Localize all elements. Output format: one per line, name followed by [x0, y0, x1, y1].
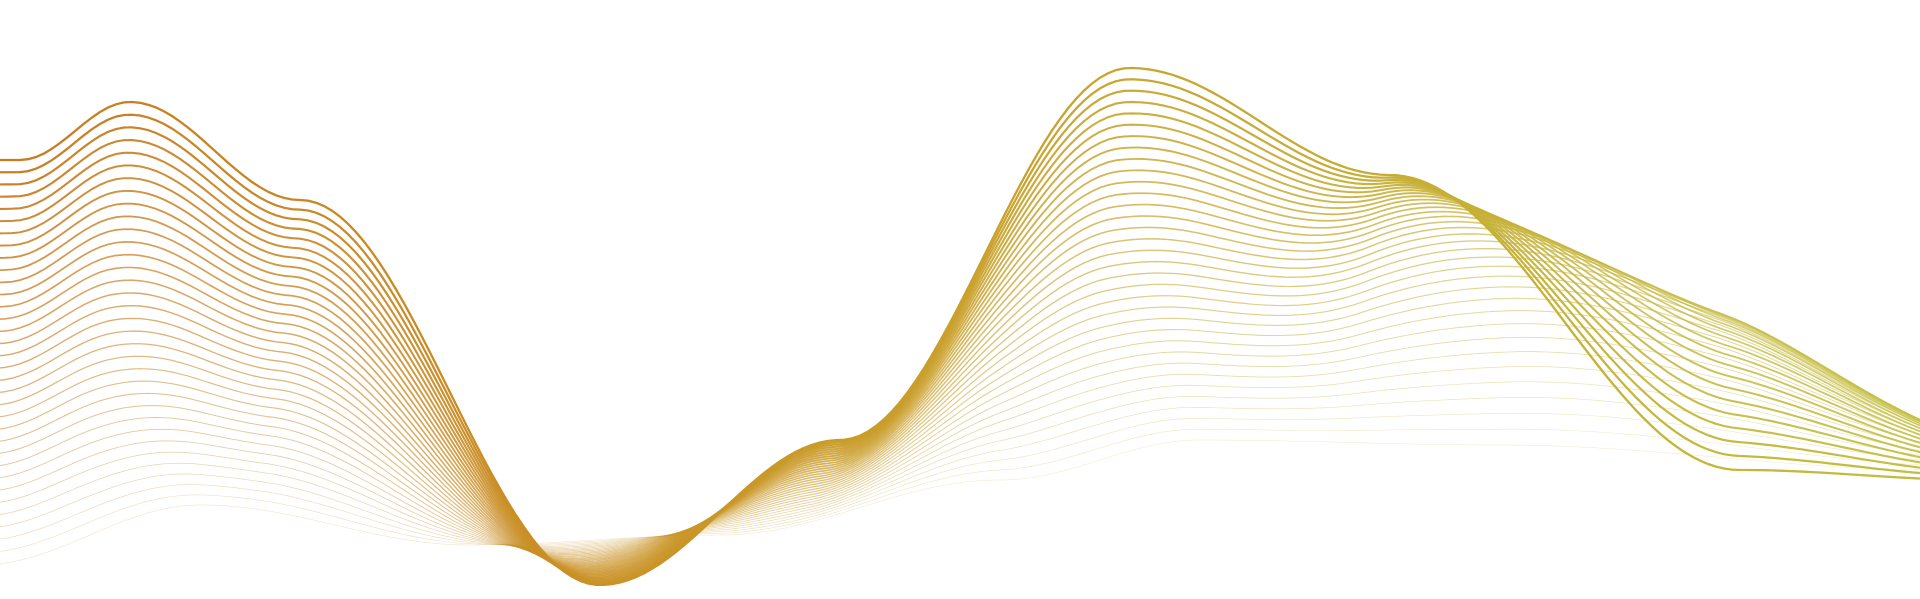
wave-line: [0, 412, 1920, 546]
wave-line: [0, 157, 1920, 576]
wave-line: [0, 203, 1920, 570]
wave-line: [0, 297, 1920, 556]
wave-line: [0, 397, 1920, 547]
wave-line: [0, 146, 1920, 577]
wave-line: [0, 66, 1920, 587]
wave-line: [0, 310, 1920, 554]
wave-line: [0, 78, 1920, 585]
wave-line: [0, 351, 1920, 551]
wave-line: [0, 100, 1920, 582]
wave-line: [0, 439, 1920, 565]
wave-line: [0, 169, 1920, 574]
wave-line: [0, 220, 1920, 568]
wave-line: [0, 381, 1920, 548]
wave-line: [0, 192, 1920, 571]
wave-line: [0, 323, 1920, 553]
wave-line: [0, 89, 1920, 584]
wave-line: [0, 123, 1920, 580]
wave-line: [0, 428, 1920, 552]
wave-line: [0, 135, 1920, 578]
wave-line: [0, 112, 1920, 581]
wave-line: [0, 180, 1920, 573]
wave-line: [0, 336, 1920, 552]
wave-line: [0, 215, 1920, 569]
wave-lines-group: [0, 66, 1920, 587]
